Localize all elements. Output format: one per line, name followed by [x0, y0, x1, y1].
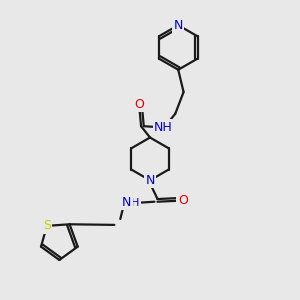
- Text: N: N: [173, 19, 183, 32]
- Text: O: O: [135, 98, 145, 111]
- Text: N: N: [145, 174, 155, 187]
- Text: NH: NH: [154, 121, 173, 134]
- Text: N: N: [122, 196, 131, 209]
- Text: S: S: [43, 219, 51, 232]
- Text: H: H: [131, 198, 139, 208]
- Text: O: O: [178, 194, 188, 207]
